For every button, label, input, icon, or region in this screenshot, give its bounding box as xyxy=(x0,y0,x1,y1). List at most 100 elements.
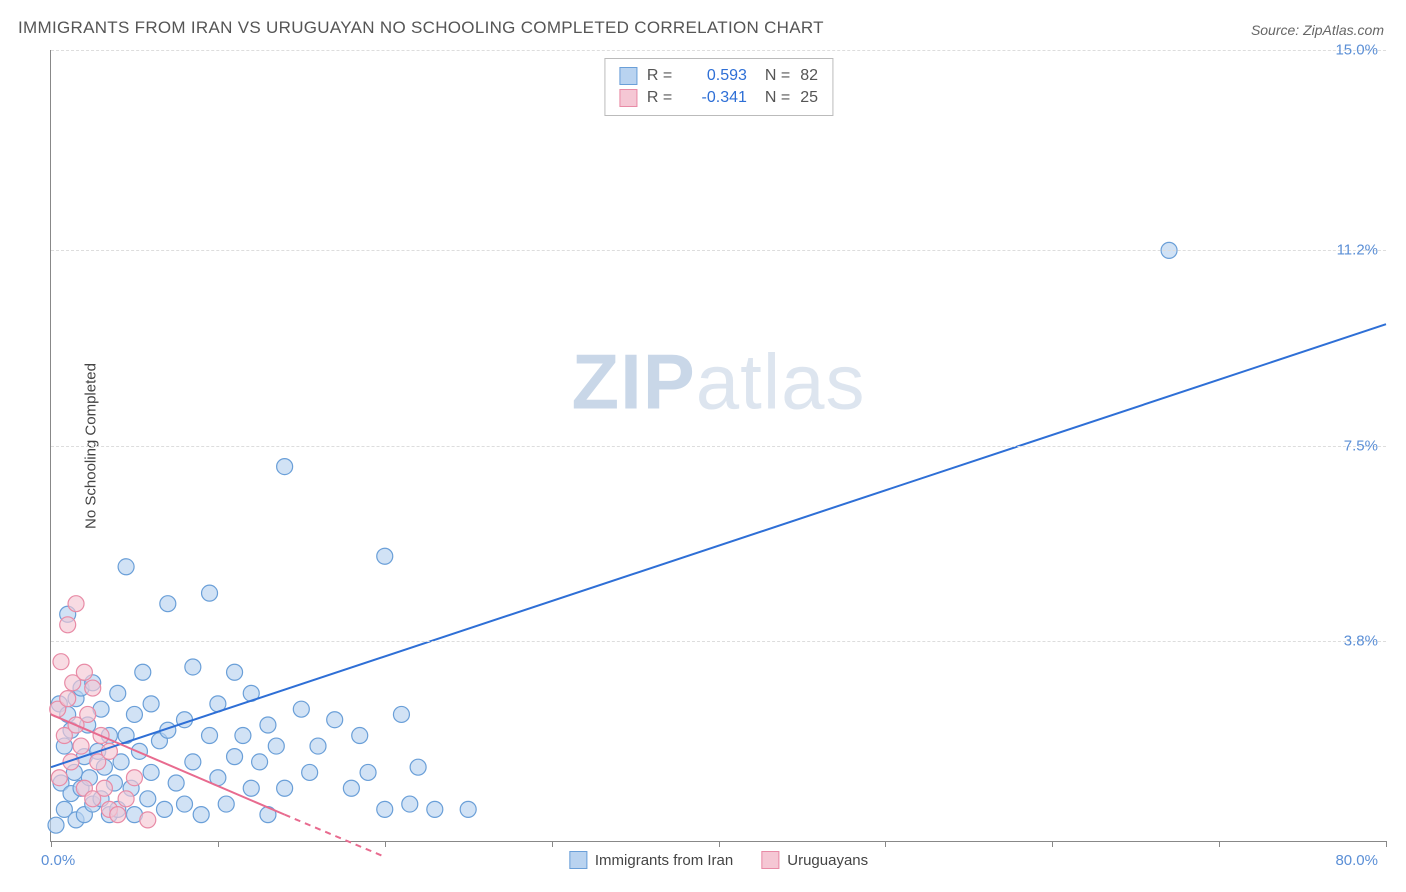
x-axis-min-label: 0.0% xyxy=(41,852,75,869)
data-point xyxy=(126,706,142,722)
data-point xyxy=(110,685,126,701)
data-point xyxy=(60,691,76,707)
source-credit: Source: ZipAtlas.com xyxy=(1251,22,1384,38)
y-tick-label: 15.0% xyxy=(1335,42,1378,59)
data-point xyxy=(68,596,84,612)
chart-plot-area: ZIPatlas R =0.593N =82R =-0.341N =25 0.0… xyxy=(50,50,1386,842)
data-point xyxy=(302,764,318,780)
data-point xyxy=(73,738,89,754)
trend-line xyxy=(51,324,1386,767)
data-point xyxy=(48,817,64,833)
n-label: N = xyxy=(765,67,790,85)
n-value: 25 xyxy=(800,89,818,107)
data-point xyxy=(218,796,234,812)
y-tick-label: 7.5% xyxy=(1344,437,1378,454)
gridline xyxy=(51,641,1386,642)
gridline xyxy=(51,446,1386,447)
gridline xyxy=(51,50,1386,51)
chart-title: IMMIGRANTS FROM IRAN VS URUGUAYAN NO SCH… xyxy=(18,18,824,38)
data-point xyxy=(410,759,426,775)
data-point xyxy=(327,712,343,728)
data-point xyxy=(185,754,201,770)
x-tick xyxy=(51,841,52,847)
data-point xyxy=(140,791,156,807)
legend-row: R = 0.593 N = 82 xyxy=(619,65,818,87)
trend-line-dashed xyxy=(285,815,385,857)
x-axis-max-label: 80.0% xyxy=(1335,852,1378,869)
data-point xyxy=(85,680,101,696)
y-tick-label: 3.8% xyxy=(1344,632,1378,649)
data-point xyxy=(360,764,376,780)
correlation-legend: R = 0.593 N = 82 R = -0.341 N = 25 xyxy=(604,58,833,116)
data-point xyxy=(293,701,309,717)
legend-swatch xyxy=(619,89,637,107)
data-point xyxy=(168,775,184,791)
data-point xyxy=(277,459,293,475)
x-tick xyxy=(385,841,386,847)
legend-item: Uruguayans xyxy=(761,851,868,869)
r-label: R = xyxy=(647,67,677,85)
data-point xyxy=(393,706,409,722)
data-point xyxy=(343,780,359,796)
data-point xyxy=(143,696,159,712)
x-tick xyxy=(552,841,553,847)
series-legend: Immigrants from Iran Uruguayans xyxy=(569,851,868,869)
data-point xyxy=(260,717,276,733)
data-point xyxy=(202,728,218,744)
data-point xyxy=(160,596,176,612)
data-point xyxy=(110,807,126,823)
r-label: R = xyxy=(647,89,677,107)
data-point xyxy=(156,801,172,817)
data-point xyxy=(76,664,92,680)
data-point xyxy=(377,801,393,817)
data-point xyxy=(427,801,443,817)
data-point xyxy=(80,706,96,722)
data-point xyxy=(177,796,193,812)
data-point xyxy=(140,812,156,828)
legend-label: Immigrants from Iran xyxy=(595,852,733,869)
data-point xyxy=(202,585,218,601)
data-point xyxy=(60,617,76,633)
legend-swatch xyxy=(761,851,779,869)
x-tick xyxy=(719,841,720,847)
x-tick xyxy=(885,841,886,847)
data-point xyxy=(185,659,201,675)
data-point xyxy=(118,559,134,575)
y-tick-label: 11.2% xyxy=(1337,242,1378,259)
r-value: -0.341 xyxy=(687,89,747,107)
data-point xyxy=(193,807,209,823)
r-value: 0.593 xyxy=(687,67,747,85)
data-point xyxy=(377,548,393,564)
data-point xyxy=(243,780,259,796)
data-point xyxy=(135,664,151,680)
data-point xyxy=(277,780,293,796)
x-tick xyxy=(1386,841,1387,847)
data-point xyxy=(252,754,268,770)
data-point xyxy=(268,738,284,754)
data-point xyxy=(51,770,67,786)
data-point xyxy=(126,770,142,786)
data-point xyxy=(460,801,476,817)
data-point xyxy=(118,791,134,807)
source-name: ZipAtlas.com xyxy=(1303,22,1384,38)
source-label: Source: xyxy=(1251,22,1303,38)
legend-swatch xyxy=(619,67,637,85)
x-tick xyxy=(218,841,219,847)
data-point xyxy=(96,780,112,796)
legend-label: Uruguayans xyxy=(787,852,868,869)
data-point xyxy=(227,664,243,680)
legend-row: R = -0.341 N = 25 xyxy=(619,87,818,109)
data-point xyxy=(310,738,326,754)
data-point xyxy=(235,728,251,744)
legend-swatch xyxy=(569,851,587,869)
data-point xyxy=(143,764,159,780)
n-label: N = xyxy=(765,89,790,107)
data-point xyxy=(53,654,69,670)
data-point xyxy=(352,728,368,744)
x-tick xyxy=(1052,841,1053,847)
data-point xyxy=(227,749,243,765)
gridline xyxy=(51,250,1386,251)
x-tick xyxy=(1219,841,1220,847)
n-value: 82 xyxy=(800,67,818,85)
data-point xyxy=(402,796,418,812)
